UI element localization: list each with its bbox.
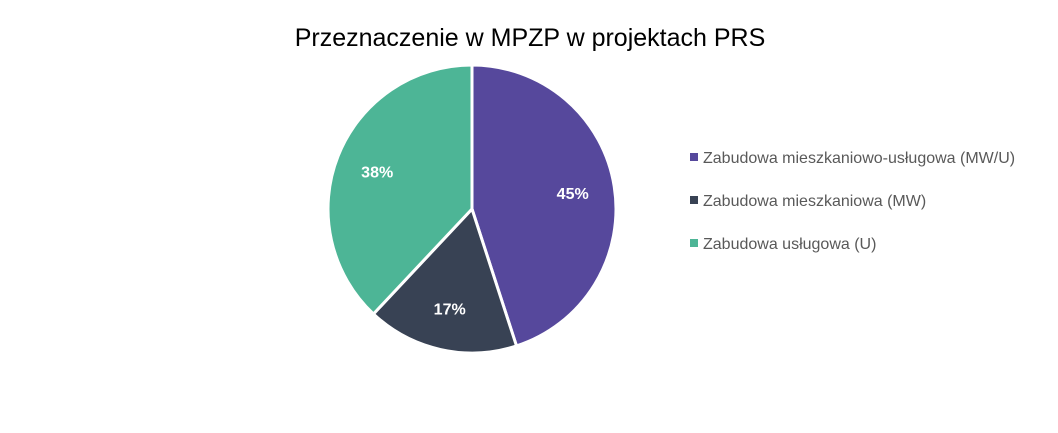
pie-data-labels: 45% 17% 38% <box>361 165 589 319</box>
legend-swatch-3 <box>690 239 698 247</box>
legend: Zabudowa mieszkaniowo-usługowa (MW/U) Zab… <box>690 150 1015 253</box>
data-label-3: 38% <box>361 165 393 182</box>
data-label-1: 45% <box>557 186 589 203</box>
legend-label-1: Zabudowa mieszkaniowo-usługowa (MW/U) <box>703 150 1015 167</box>
chart-title: Przeznaczenie w MPZP w projektach PRS <box>295 24 766 52</box>
legend-swatch-1 <box>690 153 698 161</box>
pie-slice-1 <box>470 63 618 348</box>
legend-swatch-2 <box>690 196 698 204</box>
pie-slice-2 <box>371 207 518 355</box>
legend-label-2: Zabudowa mieszkaniowa (MW) <box>703 193 926 210</box>
pie-slices <box>326 63 618 355</box>
data-label-2: 17% <box>434 302 466 319</box>
legend-label-3: Zabudowa usługowa (U) <box>703 236 876 253</box>
pie-slice-3 <box>326 63 474 316</box>
